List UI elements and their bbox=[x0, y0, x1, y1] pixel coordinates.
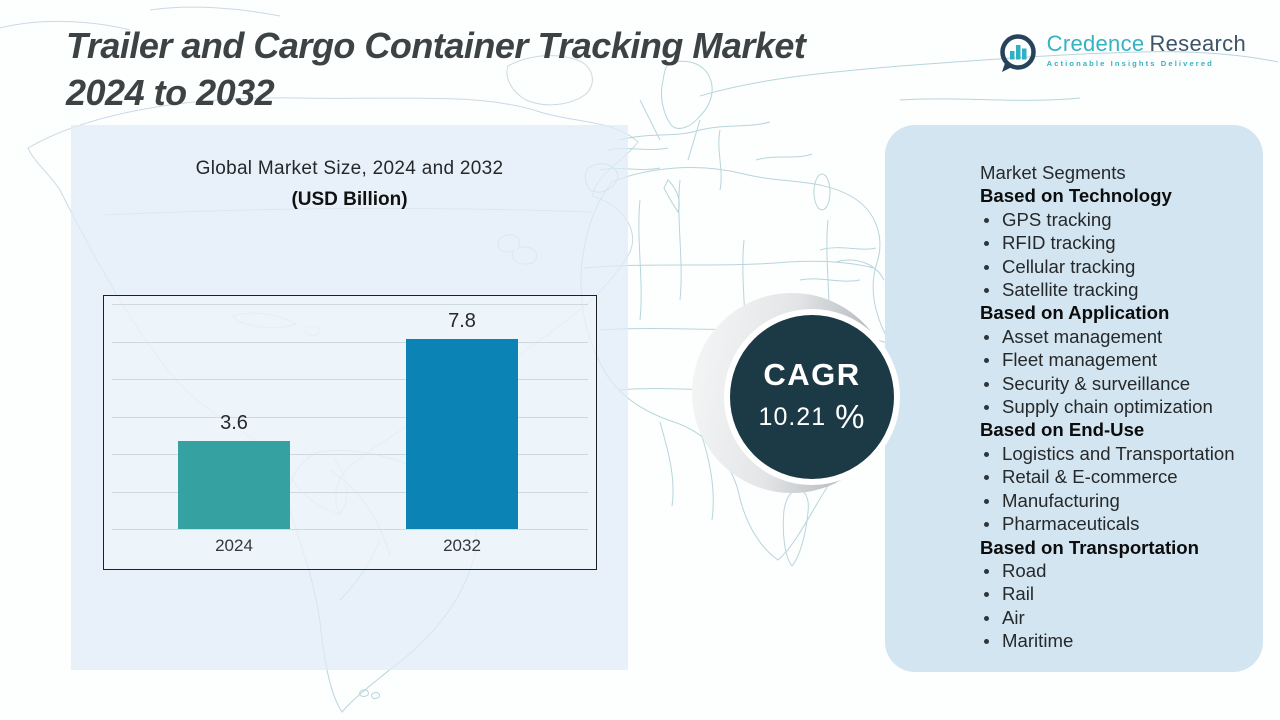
segment-item: RFID tracking bbox=[980, 231, 1253, 254]
chart-title: Global Market Size, 2024 and 2032 bbox=[195, 158, 504, 179]
segment-item: Fleet management bbox=[980, 348, 1253, 371]
cagr-badge: CAGR 10.21% bbox=[724, 309, 900, 485]
segment-item-label: Maritime bbox=[1002, 630, 1074, 652]
segment-item-label: Cellular tracking bbox=[1002, 255, 1136, 277]
brand-secondary: Research bbox=[1149, 31, 1246, 56]
segments-title: Market Segments bbox=[980, 162, 1126, 183]
segment-item-label: Satellite tracking bbox=[1002, 279, 1139, 301]
brand-name: Credence Research bbox=[1047, 32, 1246, 56]
bullet-icon bbox=[984, 264, 989, 270]
cagr-value: 10.21% bbox=[759, 398, 866, 436]
cagr-label: CAGR bbox=[763, 357, 861, 392]
segment-item-label: Road bbox=[1002, 559, 1047, 581]
bar-value-label: 3.6 bbox=[220, 412, 248, 434]
segment-item: Satellite tracking bbox=[980, 278, 1253, 301]
bullet-icon bbox=[984, 498, 989, 504]
segment-item: Supply chain optimization bbox=[980, 395, 1253, 418]
gridline bbox=[112, 417, 588, 418]
bullet-icon bbox=[984, 217, 989, 223]
bullet-icon bbox=[984, 241, 989, 247]
market-segments-panel: Market Segments Based on Technology GPS t… bbox=[885, 125, 1263, 672]
bullet-icon bbox=[984, 522, 989, 528]
brand-tagline: Actionable Insights Delivered bbox=[1046, 59, 1214, 68]
segment-item: Maritime bbox=[980, 629, 1253, 652]
segment-item: Asset management bbox=[980, 325, 1253, 348]
bar-chart-plot-area: 3.6 2024 7.8 2032 bbox=[103, 295, 597, 570]
bullet-icon bbox=[984, 568, 989, 574]
segment-item: Road bbox=[980, 559, 1253, 582]
percent-sign: % bbox=[835, 398, 866, 435]
segments-list: Based on Technology GPS tracking RFID trac… bbox=[980, 184, 1253, 652]
bar-category-label: 2032 bbox=[443, 536, 481, 555]
bullet-icon bbox=[984, 334, 989, 340]
bullet-icon bbox=[984, 381, 989, 387]
gridline bbox=[112, 492, 588, 493]
bullet-icon bbox=[984, 475, 989, 481]
market-size-panel: Global Market Size, 2024 and 2032 (USD B… bbox=[71, 125, 628, 670]
bar-category-label: 2024 bbox=[215, 536, 253, 555]
bullet-icon bbox=[984, 288, 989, 294]
segment-group-heading: Based on Technology bbox=[980, 185, 1172, 207]
segment-item: Logistics and Transportation bbox=[980, 442, 1253, 465]
bullet-icon bbox=[984, 405, 989, 411]
chart-subtitle: (USD Billion) bbox=[291, 189, 408, 210]
segment-item-label: Asset management bbox=[1002, 325, 1163, 347]
segment-item-label: RFID tracking bbox=[1002, 232, 1116, 254]
segment-item-label: Manufacturing bbox=[1002, 489, 1120, 511]
brand-text: Credence Research Actionable Insights Del… bbox=[1046, 32, 1246, 69]
bullet-icon bbox=[984, 592, 989, 598]
bullet-icon bbox=[984, 358, 989, 364]
gridline bbox=[112, 304, 588, 305]
page-title: Trailer and Cargo Container Tracking Mar… bbox=[66, 22, 806, 116]
segment-item-label: Supply chain optimization bbox=[1002, 396, 1213, 418]
bar-value-label: 7.8 bbox=[448, 310, 476, 332]
segment-item-label: GPS tracking bbox=[1002, 208, 1112, 230]
page-title-line2: 2024 to 2032 bbox=[66, 72, 275, 113]
segment-group-heading: Based on End-Use bbox=[980, 419, 1145, 441]
segment-item: Rail bbox=[980, 582, 1253, 605]
segment-item-label: Pharmaceuticals bbox=[1002, 513, 1140, 535]
bullet-icon bbox=[984, 451, 989, 457]
segment-item-label: Logistics and Transportation bbox=[1002, 442, 1235, 464]
segment-item: Security & surveillance bbox=[980, 372, 1253, 395]
bullet-icon bbox=[984, 615, 989, 621]
bar-2024 bbox=[178, 441, 290, 529]
bullet-icon bbox=[984, 639, 989, 645]
segment-group-heading: Based on Transportation bbox=[980, 536, 1200, 558]
segment-item: Manufacturing bbox=[980, 489, 1253, 512]
gridline bbox=[112, 529, 588, 530]
brand-logo: Credence Research Actionable Insights Del… bbox=[997, 32, 1246, 74]
gridline bbox=[112, 379, 588, 380]
bar-2032 bbox=[406, 339, 518, 529]
cagr-number: 10.21 bbox=[758, 402, 827, 431]
segment-item-label: Fleet management bbox=[1002, 349, 1158, 371]
segment-item-label: Retail & E-commerce bbox=[1002, 466, 1178, 488]
segment-item: Air bbox=[980, 606, 1253, 629]
page-title-line1: Trailer and Cargo Container Tracking Mar… bbox=[66, 25, 806, 66]
brand-primary: Credence bbox=[1046, 31, 1145, 56]
segment-item: GPS tracking bbox=[980, 208, 1253, 231]
segment-group-heading: Based on Application bbox=[980, 302, 1170, 324]
gridline bbox=[112, 454, 588, 455]
segment-item-label: Air bbox=[1002, 606, 1025, 628]
segment-item: Cellular tracking bbox=[980, 255, 1253, 278]
segment-item-label: Security & surveillance bbox=[1002, 372, 1191, 394]
segment-item-label: Rail bbox=[1002, 583, 1035, 605]
segment-item: Retail & E-commerce bbox=[980, 465, 1253, 488]
gridline bbox=[112, 342, 588, 343]
segment-item: Pharmaceuticals bbox=[980, 512, 1253, 535]
bar-chart-circle-icon bbox=[999, 34, 1036, 72]
